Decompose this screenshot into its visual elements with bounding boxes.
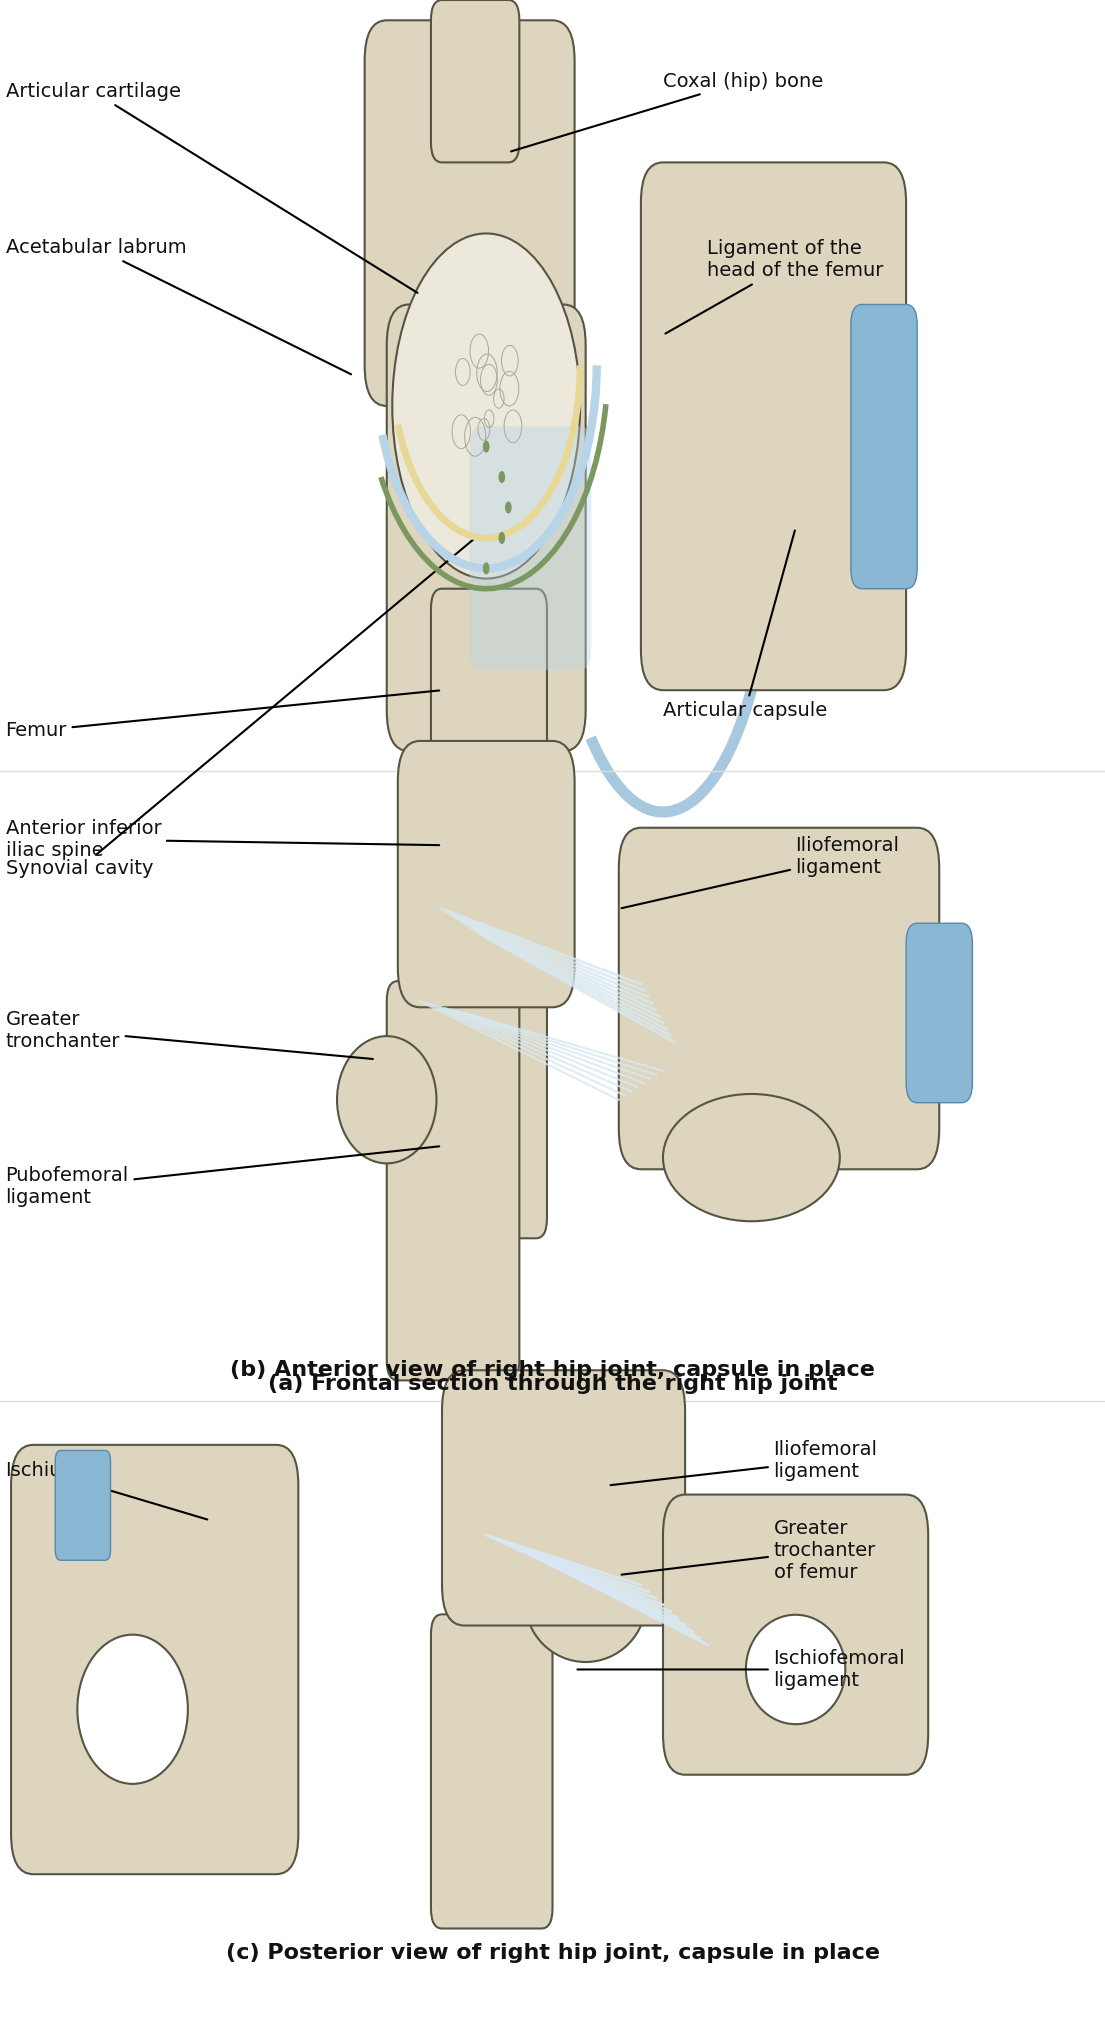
FancyBboxPatch shape bbox=[470, 426, 591, 670]
Text: Articular cartilage: Articular cartilage bbox=[6, 81, 418, 292]
FancyBboxPatch shape bbox=[387, 980, 519, 1380]
Text: Articular capsule: Articular capsule bbox=[663, 530, 828, 721]
FancyBboxPatch shape bbox=[431, 1614, 552, 1928]
FancyBboxPatch shape bbox=[398, 741, 575, 1007]
Text: Coxal (hip) bone: Coxal (hip) bone bbox=[511, 71, 823, 152]
Text: (c) Posterior view of right hip joint, capsule in place: (c) Posterior view of right hip joint, c… bbox=[225, 1943, 880, 1963]
FancyBboxPatch shape bbox=[11, 1445, 298, 1874]
Text: Acetabular labrum: Acetabular labrum bbox=[6, 238, 351, 374]
FancyBboxPatch shape bbox=[431, 589, 547, 1238]
Text: Ischium: Ischium bbox=[6, 1462, 208, 1520]
FancyBboxPatch shape bbox=[365, 20, 575, 406]
Text: Iliofemoral
ligament: Iliofemoral ligament bbox=[621, 836, 899, 907]
Text: Iliofemoral
ligament: Iliofemoral ligament bbox=[610, 1439, 877, 1486]
Text: (b) Anterior view of right hip joint, capsule in place: (b) Anterior view of right hip joint, ca… bbox=[230, 1360, 875, 1380]
Text: Anterior inferior
iliac spine: Anterior inferior iliac spine bbox=[6, 818, 439, 861]
Circle shape bbox=[498, 532, 505, 544]
Ellipse shape bbox=[337, 1035, 436, 1163]
Ellipse shape bbox=[746, 1614, 845, 1723]
Circle shape bbox=[483, 441, 490, 453]
FancyBboxPatch shape bbox=[55, 1449, 110, 1561]
FancyBboxPatch shape bbox=[442, 1370, 685, 1626]
FancyBboxPatch shape bbox=[641, 162, 906, 690]
FancyBboxPatch shape bbox=[387, 304, 586, 751]
Text: Greater
trochanter
of femur: Greater trochanter of femur bbox=[621, 1518, 876, 1581]
Ellipse shape bbox=[77, 1634, 188, 1784]
Text: (a) Frontal section through the right hip joint: (a) Frontal section through the right hi… bbox=[267, 1374, 838, 1395]
FancyBboxPatch shape bbox=[663, 1494, 928, 1774]
Text: Ischiofemoral
ligament: Ischiofemoral ligament bbox=[578, 1648, 905, 1689]
Text: Synovial cavity: Synovial cavity bbox=[6, 540, 473, 879]
Circle shape bbox=[392, 233, 580, 579]
Circle shape bbox=[483, 562, 490, 574]
FancyBboxPatch shape bbox=[619, 828, 939, 1169]
Ellipse shape bbox=[525, 1537, 646, 1663]
Circle shape bbox=[498, 471, 505, 483]
FancyBboxPatch shape bbox=[851, 304, 917, 589]
FancyBboxPatch shape bbox=[906, 924, 972, 1102]
Text: Ligament of the
head of the femur: Ligament of the head of the femur bbox=[665, 240, 884, 333]
Circle shape bbox=[505, 501, 512, 514]
FancyBboxPatch shape bbox=[431, 0, 519, 162]
Ellipse shape bbox=[663, 1094, 840, 1222]
Text: Pubofemoral
ligament: Pubofemoral ligament bbox=[6, 1147, 439, 1208]
Text: Femur: Femur bbox=[6, 690, 439, 741]
Text: Greater
tronchanter: Greater tronchanter bbox=[6, 1009, 372, 1060]
